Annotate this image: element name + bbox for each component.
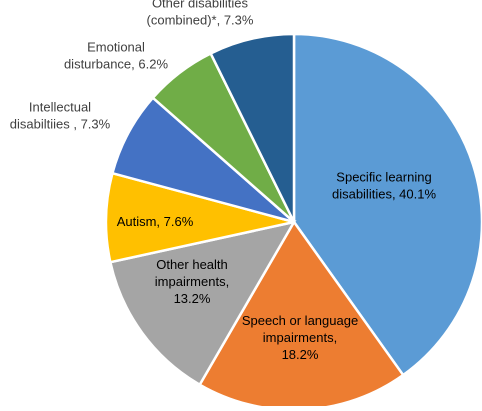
- slice-label-2-line-2: 13.2%: [174, 291, 211, 306]
- slice-label-5-line-1: disturbance, 6.2%: [64, 57, 169, 72]
- slice-label-0: Specific learning disabilities, 40.1%: [332, 170, 436, 202]
- slice-label-5: Emotional disturbance, 6.2%: [64, 40, 169, 72]
- slice-label-6: Other disabilities (combined)*, 7.3%: [147, 0, 254, 28]
- slice-label-2: Other health impairments, 13.2%: [155, 257, 229, 306]
- slice-label-6-line-1: (combined)*, 7.3%: [147, 13, 254, 28]
- slice-label-6-line-0: Other disabilities: [152, 0, 249, 11]
- slice-label-5-line-0: Emotional: [87, 40, 145, 55]
- slice-label-1-line-1: impairments,: [263, 330, 337, 345]
- slice-label-0-line-1: disabilities, 40.1%: [332, 187, 436, 202]
- slice-label-1-line-0: Speech or language: [242, 313, 358, 328]
- slice-label-3-line-0: Autism, 7.6%: [117, 214, 194, 229]
- slice-label-1: Speech or language impairments, 18.2%: [242, 313, 358, 362]
- slice-label-4-line-1: disabiltiies , 7.3%: [10, 117, 111, 132]
- slice-label-2-line-0: Other health: [156, 257, 228, 272]
- slice-label-2-line-1: impairments,: [155, 274, 229, 289]
- slice-label-0-line-0: Specific learning: [336, 170, 431, 185]
- pie-slice-0: [292, 32, 482, 377]
- pie-slice-6: [209, 32, 296, 223]
- slice-label-1-line-2: 18.2%: [282, 347, 319, 362]
- pie-slice-2: [108, 220, 297, 387]
- slice-label-4-line-0: Intellectual: [29, 100, 91, 115]
- slice-label-4: Intellectual disabiltiies , 7.3%: [10, 100, 111, 132]
- slice-label-3: Autism, 7.6%: [117, 214, 194, 229]
